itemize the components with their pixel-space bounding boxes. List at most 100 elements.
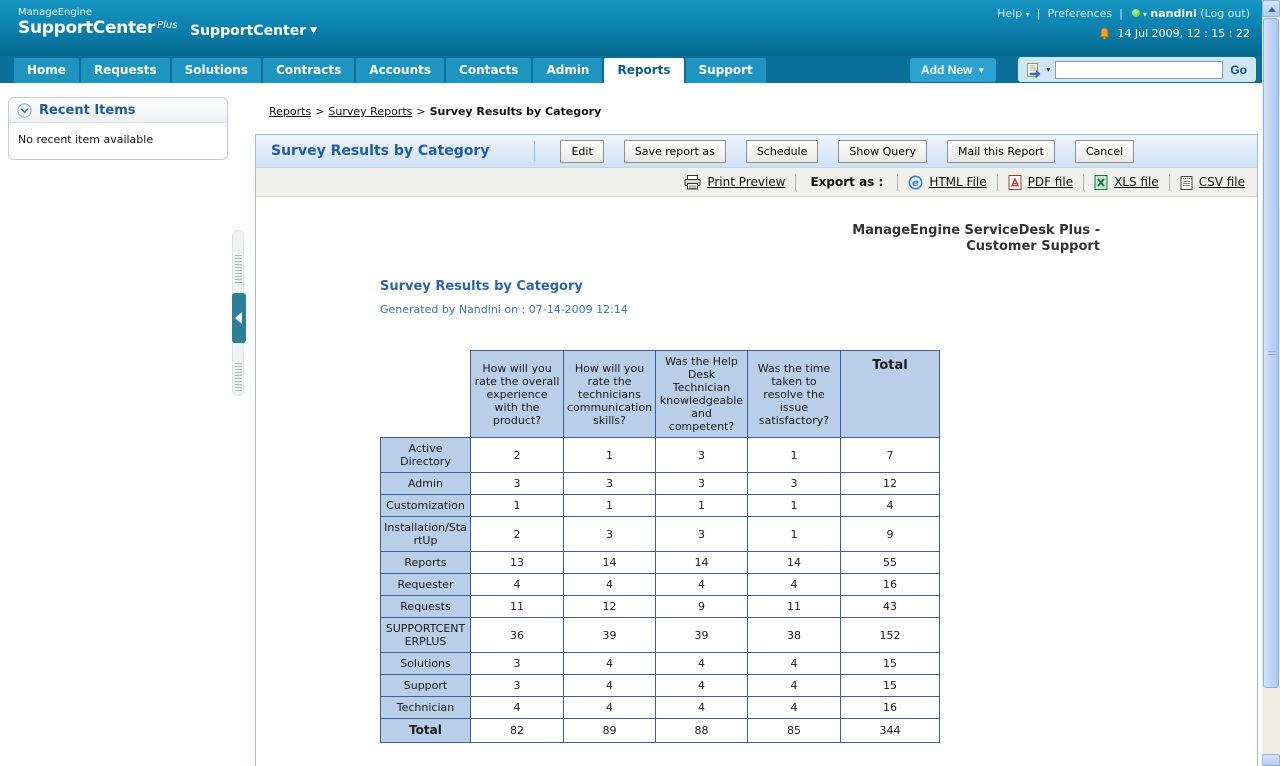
table-cell: 4 xyxy=(471,697,564,719)
show-query-button[interactable]: Show Query xyxy=(838,140,927,163)
report-title: Survey Results by Category xyxy=(380,279,1257,294)
table-cell: 11 xyxy=(748,596,841,618)
table-cell: 88 xyxy=(656,719,748,743)
table-row: Total82898885344 xyxy=(381,719,940,743)
go-button[interactable]: Go xyxy=(1228,63,1249,77)
row-label: Support xyxy=(381,675,471,697)
mail-this-report-button[interactable]: Mail this Report xyxy=(947,140,1055,163)
divider xyxy=(534,141,535,161)
recent-items-header[interactable]: Recent Items xyxy=(9,98,227,123)
table-cell: 2 xyxy=(471,517,564,552)
schedule-button[interactable]: Schedule xyxy=(746,140,819,163)
table-cell: 13 xyxy=(471,552,564,574)
add-new-button[interactable]: Add New▼ xyxy=(910,58,996,82)
table-cell: 38 xyxy=(748,618,841,653)
product-name: SupportCenter xyxy=(18,18,155,38)
search-scope-icon[interactable] xyxy=(1025,62,1041,78)
table-cell: 1 xyxy=(471,495,564,517)
survey-table-body: Active Directory21317Admin333312Customiz… xyxy=(381,438,940,743)
tab-solutions[interactable]: Solutions xyxy=(172,58,261,83)
row-label: Active Directory xyxy=(381,438,471,473)
export-pdf-link[interactable]: PDF file xyxy=(1028,175,1073,189)
table-cell: 15 xyxy=(841,653,940,675)
app-logo[interactable]: ManageEngine SupportCenterPlus xyxy=(18,7,177,38)
tab-reports[interactable]: Reports xyxy=(604,58,683,83)
logout-link[interactable]: (Log out) xyxy=(1200,7,1250,20)
scrollbar-thumb[interactable] xyxy=(1263,18,1279,688)
recent-items-empty-message: No recent item available xyxy=(9,123,227,159)
tab-home[interactable]: Home xyxy=(14,58,79,83)
chevron-down-icon[interactable]: ▾ xyxy=(1143,10,1147,19)
table-cell: 7 xyxy=(841,438,940,473)
status-dot-icon[interactable] xyxy=(1132,9,1140,17)
current-datetime: 14 Jul 2009, 12 : 15 : 22 xyxy=(1117,27,1250,40)
report-title-bar: Survey Results by Category Edit Save rep… xyxy=(256,135,1257,168)
table-cell: 4 xyxy=(656,675,748,697)
html-ie-icon: e xyxy=(908,175,923,190)
row-label: Requests xyxy=(381,596,471,618)
export-as-label: Export as : xyxy=(810,175,883,189)
tab-admin[interactable]: Admin xyxy=(533,58,602,83)
divider: | xyxy=(1119,7,1123,20)
save-report-as-button[interactable]: Save report as xyxy=(624,140,726,163)
product-suffix: Plus xyxy=(157,20,177,31)
tab-support[interactable]: Support xyxy=(686,58,766,83)
collapse-chevron-icon[interactable] xyxy=(17,103,32,118)
divider xyxy=(1083,174,1084,191)
splitter-grip xyxy=(235,255,242,285)
collapse-sidebar-arrow-icon[interactable] xyxy=(232,293,246,343)
table-cell: 9 xyxy=(841,517,940,552)
recent-items-title: Recent Items xyxy=(39,103,136,118)
chevron-down-icon: ▼ xyxy=(310,26,317,36)
table-cell: 4 xyxy=(748,653,841,675)
printer-icon[interactable] xyxy=(684,175,701,190)
table-cell: 4 xyxy=(748,697,841,719)
column-header: How will you rate the overall experience… xyxy=(471,351,564,438)
page-content: Recent Items No recent item available Re… xyxy=(0,83,1280,766)
export-pdf-item: PDF file xyxy=(1008,175,1073,190)
alarm-icon[interactable] xyxy=(1098,27,1111,40)
tab-requests[interactable]: Requests xyxy=(81,58,170,83)
help-menu[interactable]: Help ▾ xyxy=(997,7,1030,20)
table-row: Solutions344415 xyxy=(381,653,940,675)
tab-contracts[interactable]: Contracts xyxy=(263,58,354,83)
scroll-up-button[interactable] xyxy=(1262,0,1280,17)
tab-accounts[interactable]: Accounts xyxy=(356,58,444,83)
row-label: Customization xyxy=(381,495,471,517)
scroll-down-button[interactable] xyxy=(1262,754,1280,766)
table-cell: 9 xyxy=(656,596,748,618)
export-xls-link[interactable]: XLS file xyxy=(1114,175,1159,189)
chevron-down-icon[interactable]: ▾ xyxy=(1046,65,1050,74)
export-csv-link[interactable]: CSV file xyxy=(1199,175,1245,189)
vertical-scrollbar[interactable] xyxy=(1262,0,1280,766)
table-cell: 4 xyxy=(656,653,748,675)
export-html-link[interactable]: HTML File xyxy=(929,175,986,189)
report-page-title: Survey Results by Category xyxy=(271,143,489,159)
preferences-link[interactable]: Preferences xyxy=(1047,7,1112,20)
breadcrumb-survey-reports-link[interactable]: Survey Reports xyxy=(328,105,412,118)
search-input[interactable] xyxy=(1055,61,1223,79)
username: nandini xyxy=(1150,7,1196,20)
table-cell: 2 xyxy=(471,438,564,473)
table-cell: 39 xyxy=(656,618,748,653)
sidebar-splitter[interactable] xyxy=(232,230,244,396)
export-csv-item: CSV file xyxy=(1180,175,1245,190)
table-cell: 3 xyxy=(471,675,564,697)
breadcrumb-reports-link[interactable]: Reports xyxy=(269,105,311,118)
table-cell: 4 xyxy=(564,653,656,675)
company-title-line1: ManageEngine ServiceDesk Plus - xyxy=(256,223,1100,239)
global-search: ▾ Go xyxy=(1018,57,1256,82)
datetime-row: 14 Jul 2009, 12 : 15 : 22 xyxy=(997,27,1250,40)
edit-button[interactable]: Edit xyxy=(560,140,603,163)
cancel-button[interactable]: Cancel xyxy=(1075,140,1134,163)
table-cell: 4 xyxy=(564,675,656,697)
row-label: Installation/StartUp xyxy=(381,517,471,552)
tab-contacts[interactable]: Contacts xyxy=(446,58,531,83)
app-switcher-dropdown[interactable]: SupportCenter▼ xyxy=(190,23,317,39)
report-body: ManageEngine ServiceDesk Plus - Customer… xyxy=(256,197,1257,766)
company-title: ManageEngine ServiceDesk Plus - Customer… xyxy=(256,223,1257,255)
table-cell: 1 xyxy=(564,438,656,473)
print-preview-link[interactable]: Print Preview xyxy=(707,175,785,189)
report-container: Survey Results by Category Edit Save rep… xyxy=(255,134,1258,766)
table-header-row: How will you rate the overall experience… xyxy=(381,351,940,438)
